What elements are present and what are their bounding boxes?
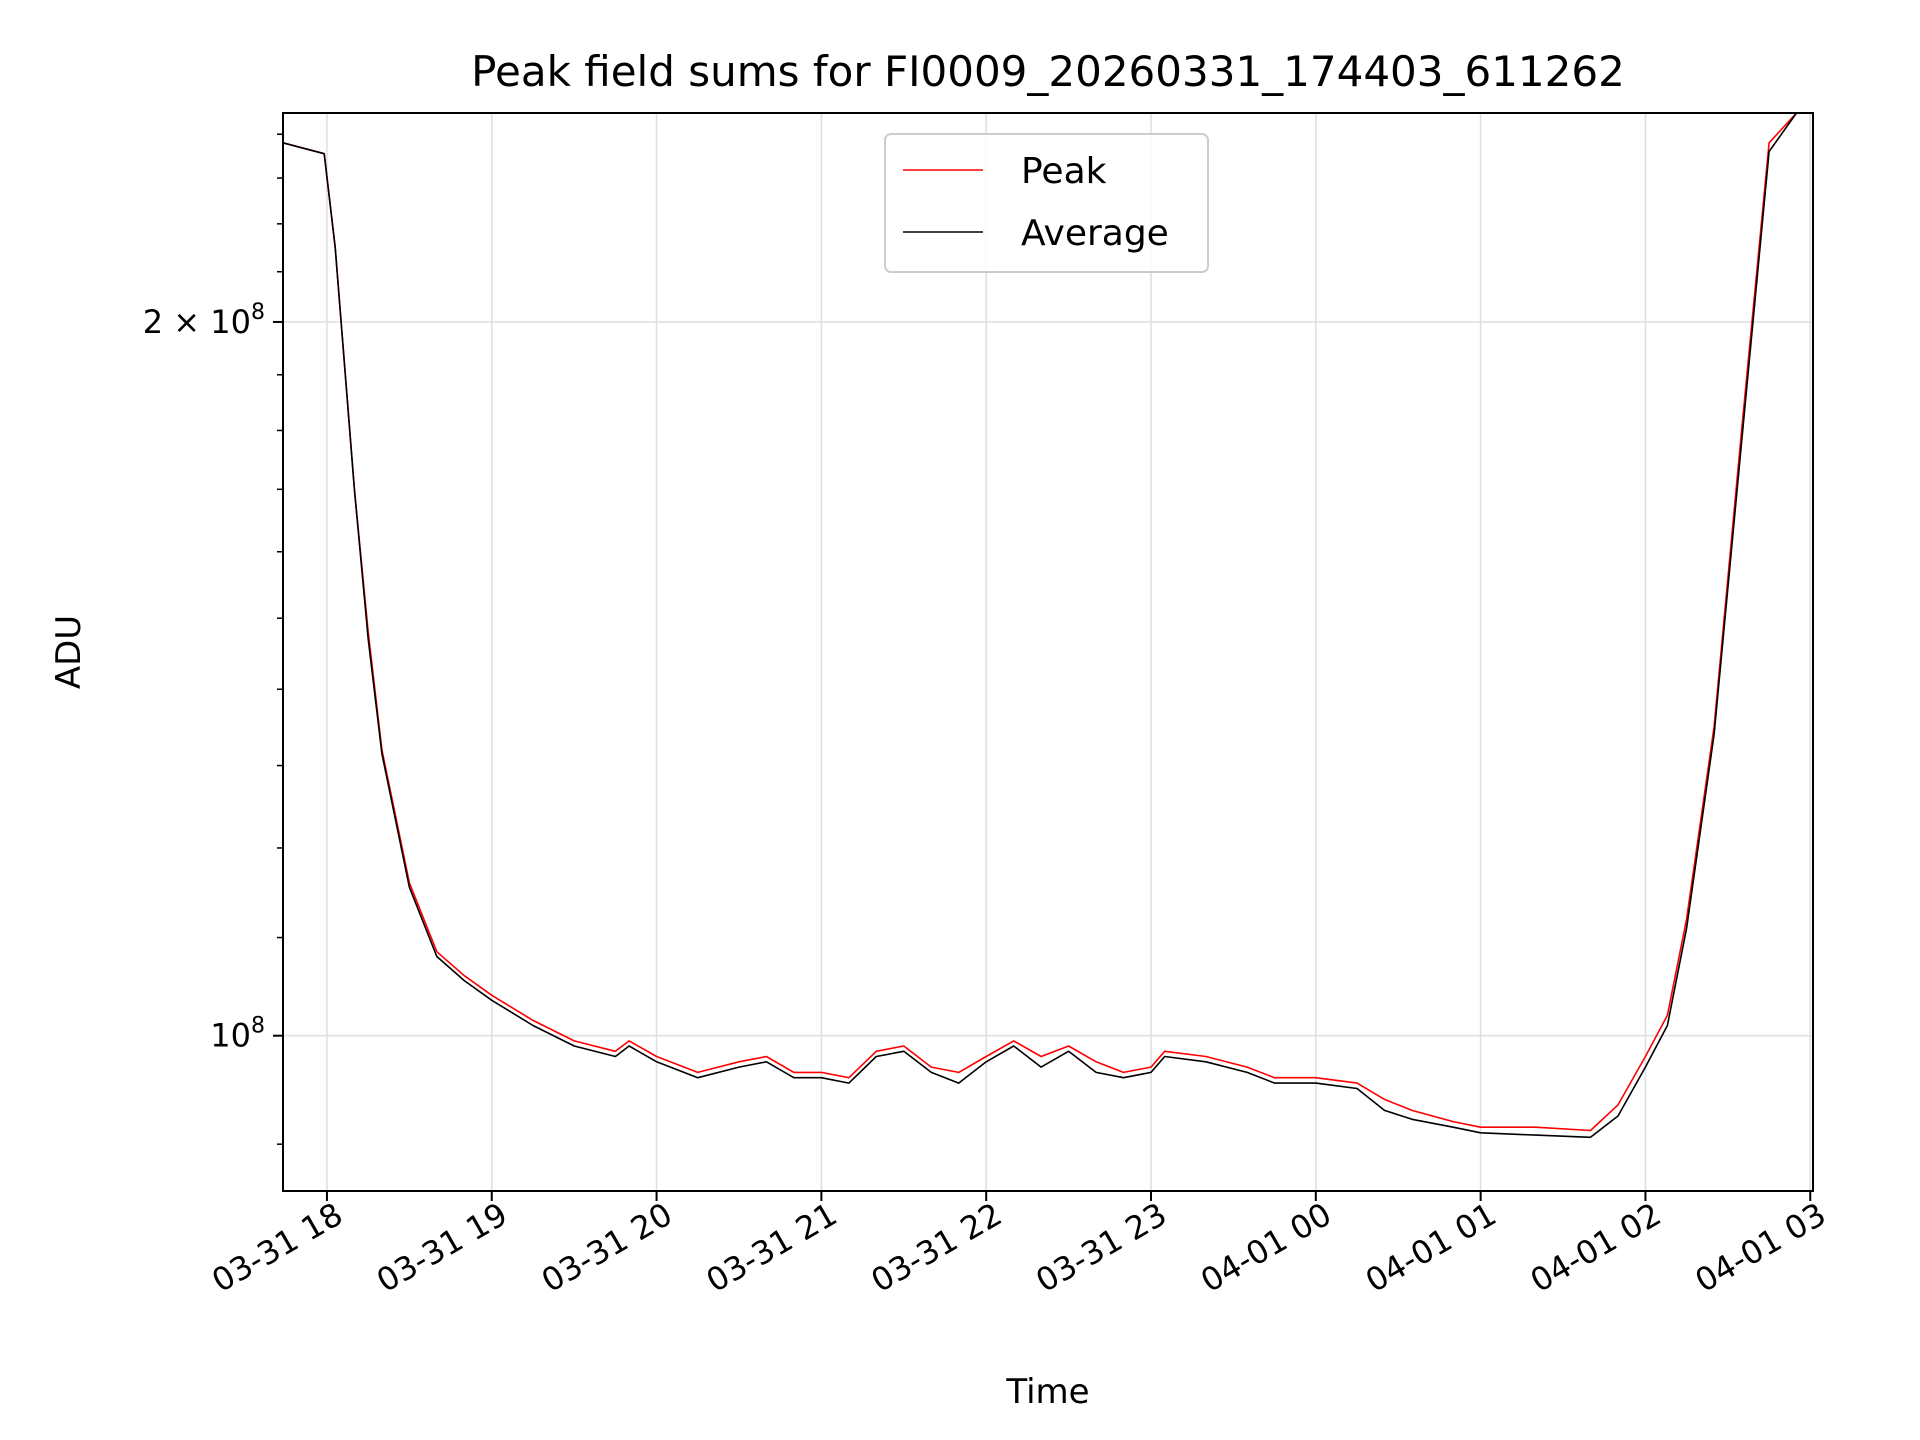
series-layer xyxy=(282,112,1798,1139)
x-tick-label: 04-01 01 xyxy=(1359,1195,1503,1300)
x-tick-label: 04-01 02 xyxy=(1524,1195,1668,1300)
x-axis-label: Time xyxy=(1005,1372,1089,1412)
x-axis: 03-31 18 03-31 19 03-31 20 03-31 21 03-31 22… xyxy=(205,1191,1832,1300)
x-tick-label: 03-31 23 xyxy=(1029,1195,1173,1300)
y-axis: 108 2 × 108 xyxy=(143,133,283,1145)
x-tick-label: 03-31 22 xyxy=(865,1195,1009,1300)
y-tick-label: 2 × 108 xyxy=(143,300,265,341)
x-tick-label: 03-31 19 xyxy=(370,1195,514,1300)
x-tick-label: 04-01 00 xyxy=(1194,1195,1338,1300)
chart-title: Peak field sums for FI0009_20260331_1744… xyxy=(471,47,1625,96)
legend-label-peak: Peak xyxy=(1021,151,1107,192)
series-line-peak xyxy=(282,112,1798,1132)
plot-frame xyxy=(282,112,1814,1192)
x-tick-label: 03-31 21 xyxy=(700,1195,844,1300)
legend-box xyxy=(884,133,1209,273)
x-tick-label: 04-01 03 xyxy=(1689,1195,1833,1300)
y-axis-label: ADU xyxy=(49,615,89,689)
legend-label-average: Average xyxy=(1021,213,1169,254)
y-tick-label: 108 xyxy=(210,1014,265,1055)
x-tick-label: 03-31 18 xyxy=(205,1195,349,1300)
series-line-average xyxy=(282,112,1798,1139)
x-tick-label: 03-31 20 xyxy=(535,1195,679,1300)
legend: Peak Average xyxy=(884,133,1209,273)
grid xyxy=(283,113,1813,1191)
